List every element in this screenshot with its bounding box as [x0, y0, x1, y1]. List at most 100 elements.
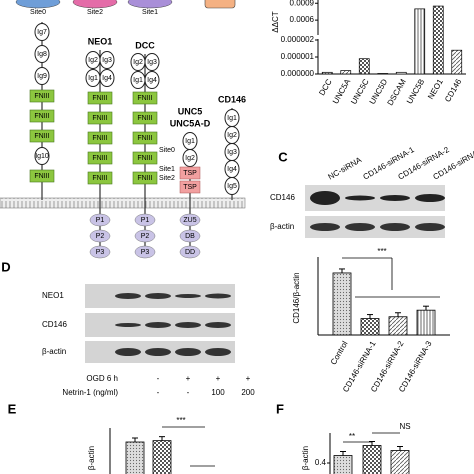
ig-domain [34, 23, 50, 41]
charts: 0.000000 0.000001 0.000002 0.0006 0.0009 ΔΔCT… [87, 0, 466, 474]
label: 0.000001 [281, 52, 315, 61]
bar [321, 71, 333, 75]
label: CD146 [42, 320, 67, 329]
tsp-box [179, 166, 201, 180]
bar [333, 455, 353, 474]
bar [358, 58, 370, 75]
label: FNIII [92, 135, 107, 142]
domain-box [29, 129, 55, 143]
label: Site1 [142, 9, 158, 16]
domain-box [132, 151, 158, 165]
domain-box [29, 89, 55, 103]
label: CD146 [218, 94, 246, 104]
label: FNIII [137, 135, 152, 142]
label: FNIII [137, 95, 152, 102]
band [145, 293, 171, 299]
band [415, 194, 445, 202]
band [310, 191, 340, 205]
label: Ig4 [147, 77, 157, 84]
domain-box [87, 151, 113, 165]
label: CD146 [270, 193, 295, 202]
domain-box [132, 91, 158, 105]
label: FNIII [34, 173, 49, 180]
label: β-actin [270, 222, 294, 231]
band [145, 348, 171, 356]
domain-box [132, 131, 158, 145]
label: + [216, 374, 221, 383]
bar [414, 8, 426, 75]
label: Ig4 [102, 75, 112, 82]
ig-domain [99, 51, 115, 69]
intracellular-domain [134, 245, 156, 259]
label: Ig2 [227, 132, 237, 139]
ig-domain [144, 71, 160, 89]
bar [432, 5, 444, 75]
tsp-box [179, 180, 201, 194]
site-oval [127, 0, 173, 9]
label: FNIII [92, 95, 107, 102]
band [380, 223, 410, 231]
label: *** [176, 416, 185, 425]
label: C [278, 149, 288, 164]
membrane [0, 197, 246, 209]
label: Ig9 [37, 73, 47, 80]
bar [390, 450, 410, 474]
label: FNIII [137, 155, 152, 162]
label: Control [329, 339, 350, 366]
intracellular-domain [179, 229, 201, 243]
label: Site0 [159, 147, 175, 154]
label: OGD 6 h [86, 374, 118, 383]
label: + [186, 374, 191, 383]
label: Netrin-1 (ng/ml) [62, 388, 118, 397]
label: 0.000002 [281, 35, 315, 44]
ig-domain [144, 53, 160, 71]
bar [340, 70, 352, 75]
label: Site2 [87, 9, 103, 16]
site-oval [72, 0, 118, 9]
label: FNIII [34, 113, 49, 120]
label: *** [377, 247, 386, 256]
band [175, 322, 201, 328]
label: - [157, 374, 160, 383]
ig-domain [224, 177, 240, 195]
intracellular-domain [134, 213, 156, 227]
label: 0.000000 [281, 69, 315, 78]
label: 0.4 [315, 458, 327, 467]
bar [395, 71, 407, 75]
label: P3 [96, 249, 105, 256]
label: E [8, 401, 17, 416]
label: Ig1 [133, 77, 143, 84]
label: 0.0009 [290, 0, 315, 7]
label: UNC5 [178, 106, 203, 116]
ig-domain [34, 45, 50, 63]
label: TSP [183, 184, 197, 191]
band [115, 323, 141, 327]
label: Ig8 [37, 51, 47, 58]
band [175, 294, 201, 298]
blots: NC-siRNACD146-siRNA-1CD146-siRNA-2CD146-… [42, 145, 474, 397]
band [380, 195, 410, 201]
intracellular-domain [179, 245, 201, 259]
label: FNIII [34, 93, 49, 100]
label: P3 [141, 249, 150, 256]
label: FNIII [34, 133, 49, 140]
bar [388, 316, 408, 336]
label: Ig5 [227, 183, 237, 190]
label: F [276, 401, 284, 416]
band [310, 223, 340, 231]
ig-domain [34, 147, 50, 165]
band [345, 195, 375, 201]
domain-box [87, 131, 113, 145]
label: DD [185, 249, 195, 256]
label: NS [399, 422, 410, 431]
band [345, 223, 375, 231]
label: DCC [317, 77, 334, 97]
label: P1 [96, 217, 105, 224]
ig-domain [34, 67, 50, 85]
label: Site2 [159, 175, 175, 182]
label: DB [185, 233, 195, 240]
label: ** [349, 432, 355, 441]
label: + [246, 374, 251, 383]
label: Ig2 [133, 59, 143, 66]
